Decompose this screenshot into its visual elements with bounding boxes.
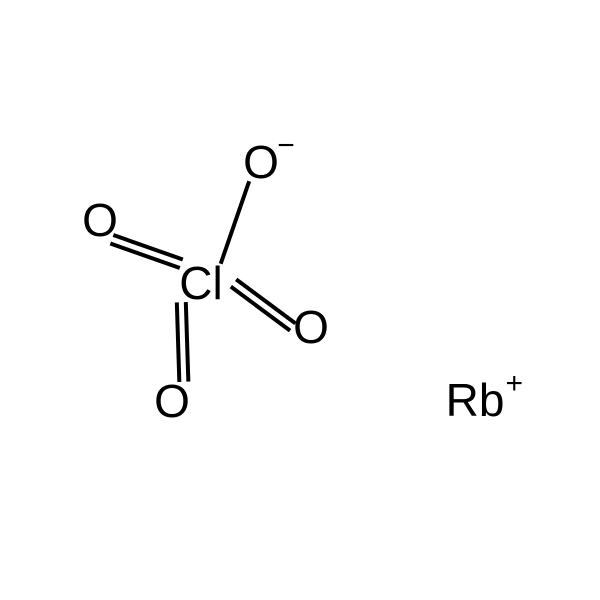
charge-o-top: − bbox=[277, 131, 295, 161]
atom-cl: Cl bbox=[179, 260, 222, 306]
chemical-structure-diagram: Cl O O O O Rb − + bbox=[0, 0, 600, 600]
atom-o-top: O bbox=[243, 139, 279, 185]
charge-rb: + bbox=[506, 369, 524, 399]
atom-rb: Rb bbox=[446, 377, 505, 423]
atom-o-left: O bbox=[82, 197, 118, 243]
bond-layer bbox=[0, 0, 600, 600]
atom-o-right: O bbox=[293, 304, 329, 350]
atom-o-bottom: O bbox=[154, 378, 190, 424]
